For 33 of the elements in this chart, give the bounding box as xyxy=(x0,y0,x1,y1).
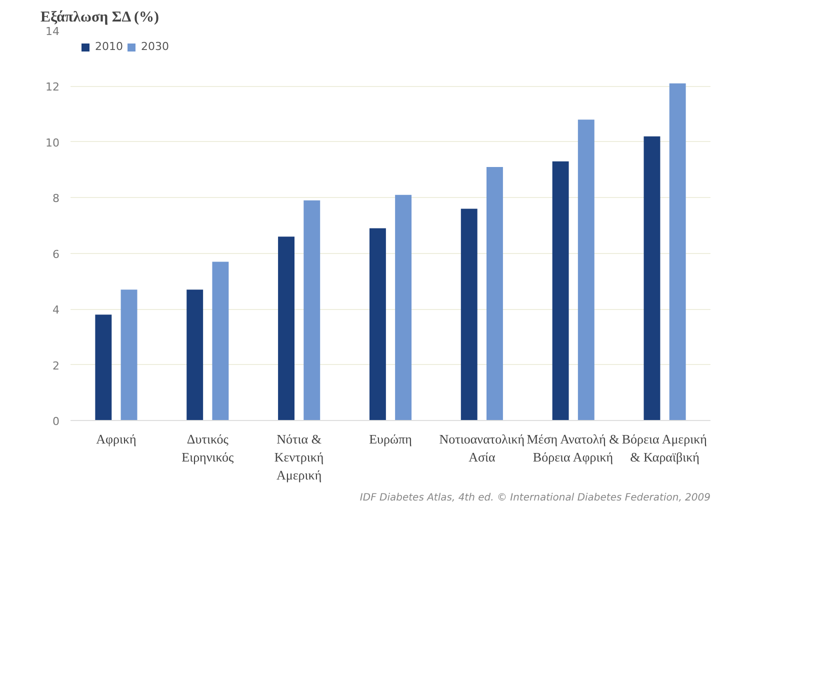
y-tick-label: 10 xyxy=(46,136,60,150)
y-tick-label: 6 xyxy=(52,248,60,261)
x-tick-label: Βόρεια Αμερική & Καραϊβική xyxy=(622,432,708,464)
bar xyxy=(212,262,229,420)
legend-label: 2030 xyxy=(141,40,169,53)
bar xyxy=(95,314,112,420)
y-tick-label: 8 xyxy=(52,192,60,206)
bar xyxy=(186,290,204,420)
bar xyxy=(120,290,138,420)
bar xyxy=(578,120,594,420)
y-tick-label: 14 xyxy=(46,25,60,38)
x-tick-label: Ευρώπη xyxy=(369,432,412,446)
x-tick-label: Μέση Ανατολή & Βόρεια Αφρική xyxy=(526,432,620,464)
y-tick-label: 4 xyxy=(52,304,60,317)
bar xyxy=(278,236,294,420)
y-tick-label: 12 xyxy=(46,80,60,94)
bar xyxy=(669,83,686,420)
x-tick-label: Νοτιοανατολική Ασία xyxy=(439,432,525,464)
bar xyxy=(486,167,503,420)
y-axis-title: Εξάπλωση ΣΔ (%) xyxy=(40,10,160,26)
x-tick-label: Νότια & Κεντρική Αμερική xyxy=(274,432,324,482)
bar xyxy=(395,194,412,420)
x-tick-label: Δυτικός Ειρηνικός xyxy=(182,432,234,464)
x-tick-label: Αφρική xyxy=(96,432,137,446)
y-tick-label: 2 xyxy=(52,359,60,372)
y-tick-label: 0 xyxy=(52,415,60,428)
bar xyxy=(460,208,478,420)
text: IDF Diabetes Atlas, 4th ed. © International Diabetes Federation, 2009 xyxy=(360,492,711,504)
bar xyxy=(644,136,660,420)
bar xyxy=(369,228,386,420)
bar xyxy=(304,200,320,420)
legend-label: 2010 xyxy=(95,40,123,53)
bar xyxy=(552,161,569,420)
